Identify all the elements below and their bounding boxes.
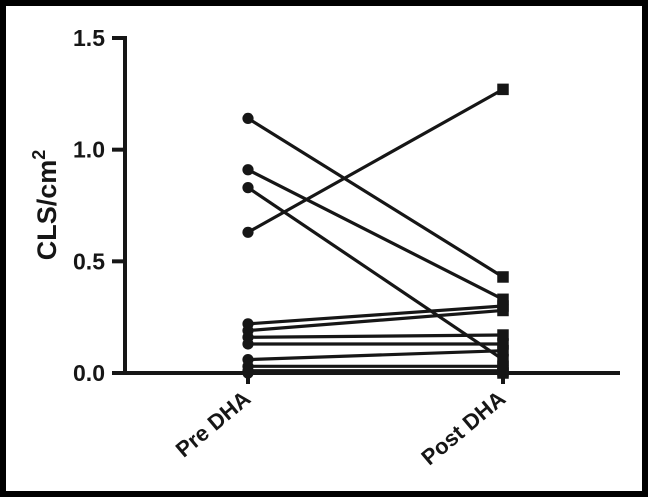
pair-line [247,186,504,361]
pair-line [247,168,504,301]
pre-marker-circle [242,164,254,176]
pair-line [247,117,504,279]
post-marker-square [497,344,509,357]
post-marker-square [497,293,509,306]
post-marker-square [497,83,509,96]
pre-marker-circle [242,112,254,124]
pair-line [247,349,504,362]
pair-line [247,308,504,333]
y-tick-label: 0.5 [73,248,105,274]
post-marker-square [497,271,509,283]
post-marker-square [497,338,509,350]
post-marker-square [497,353,509,366]
pre-marker-circle [242,226,254,238]
pair-line [247,304,504,326]
y-axis-title: CLS/cm2 [29,150,62,261]
y-tick-label: 1.0 [73,137,105,163]
post-marker-square [497,304,509,317]
post-marker-square [497,329,509,341]
pre-marker-circle [242,182,254,194]
pair-line [247,333,504,339]
pre-marker-circle [242,338,254,350]
y-tick-label: 1.5 [73,25,105,51]
post-marker-square [497,367,509,379]
y-tick-label: 0.0 [73,360,105,386]
x-category-label: Post DHA [416,386,510,470]
x-category-label: Pre DHA [171,386,256,463]
pairs-group [242,83,509,379]
pre-marker-circle [242,367,254,379]
pair-line [247,87,504,234]
